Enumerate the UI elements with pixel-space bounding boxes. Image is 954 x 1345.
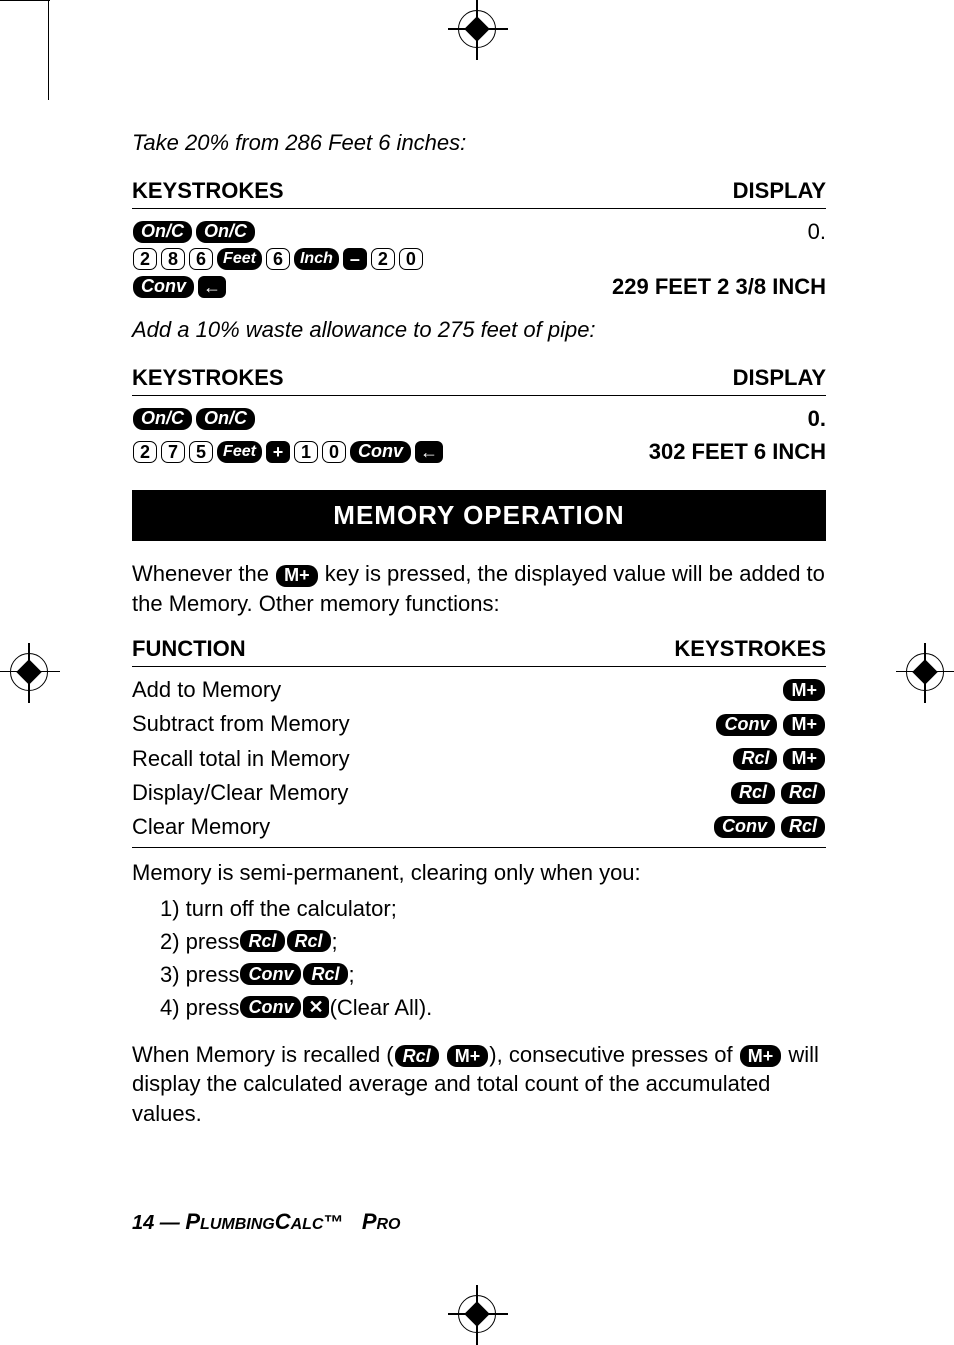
key-mplus: M+ (276, 565, 318, 587)
key-0: 0 (399, 248, 423, 270)
crop-mark-left (10, 653, 48, 691)
key-feet: Feet (217, 441, 262, 463)
key-conv: Conv (240, 963, 301, 985)
section-title: MEMORY OPERATION (132, 490, 826, 541)
key-rcl: Rcl (395, 1045, 439, 1067)
ex1-row1: On/C On/C 0. (132, 215, 826, 248)
key-rcl: Rcl (240, 930, 284, 952)
key-1: 1 (294, 441, 318, 463)
list-item-1: 1) turn off the calculator; (160, 892, 826, 925)
key-minus: – (343, 248, 367, 270)
display-value: 0. (808, 215, 826, 248)
key-inch: Inch (294, 248, 339, 270)
col-keystrokes: KEYSTROKES (132, 365, 284, 391)
page-footer: 14 — PLUMBINGCALC™ PRO (132, 1209, 401, 1235)
key-plus: + (266, 441, 290, 463)
example1-intro: Take 20% from 286 Feet 6 inches: (132, 130, 826, 156)
crop-mark-top (458, 10, 496, 48)
key-rcl: Rcl (303, 963, 347, 985)
key-conv: Conv (714, 816, 775, 838)
table-header: KEYSTROKES DISPLAY (132, 178, 826, 209)
key-onc: On/C (133, 221, 192, 243)
key-conv: Conv (716, 714, 777, 736)
key-x: ✕ (303, 996, 328, 1018)
clear-list: 1) turn off the calculator; 2) press Rcl… (160, 892, 826, 1024)
key-0: 0 (322, 441, 346, 463)
ex1-row3: Conv ← 229 FEET 2 3/8 INCH (132, 270, 826, 303)
list-item-3: 3) press Conv Rcl ; (160, 958, 826, 991)
key-rcl: Rcl (781, 816, 825, 838)
key-6: 6 (266, 248, 290, 270)
col-keystrokes: KEYSTROKES (132, 178, 284, 204)
key-8: 8 (161, 248, 185, 270)
crop-mark-right (906, 653, 944, 691)
key-mplus: M+ (740, 1045, 782, 1067)
key-mplus: M+ (783, 679, 825, 701)
key-conv: Conv (240, 996, 301, 1018)
key-rcl: Rcl (733, 748, 777, 770)
col-display: DISPLAY (733, 365, 826, 391)
example2-intro: Add a 10% waste allowance to 275 feet of… (132, 317, 826, 343)
key-conv: Conv (350, 441, 411, 463)
func-clear: Clear Memory Conv Rcl (132, 810, 826, 844)
page-content: Take 20% from 286 Feet 6 inches: KEYSTRO… (0, 0, 954, 1207)
key-rcl: Rcl (731, 782, 775, 804)
key-6: 6 (189, 248, 213, 270)
memory-semi-text: Memory is semi-permanent, clearing only … (132, 858, 826, 888)
display-value: 302 FEET 6 INCH (649, 435, 826, 468)
func-recall: Recall total in Memory Rcl M+ (132, 742, 826, 776)
ex2-row2: 2 7 5 Feet + 1 0 Conv ← 302 FEET 6 INCH (132, 435, 826, 468)
col-keystrokes: KEYSTROKES (674, 636, 826, 662)
key-onc: On/C (133, 408, 192, 430)
key-5: 5 (189, 441, 213, 463)
memory-intro: Whenever the M+ key is pressed, the disp… (132, 559, 826, 618)
crop-mark-bottom (458, 1295, 496, 1333)
key-rcl: Rcl (781, 782, 825, 804)
key-back: ← (198, 276, 226, 298)
crop-line (48, 0, 49, 100)
list-item-2: 2) press Rcl Rcl ; (160, 925, 826, 958)
key-mplus: M+ (447, 1045, 489, 1067)
ex2-row1: On/C On/C 0. (132, 402, 826, 435)
col-display: DISPLAY (733, 178, 826, 204)
list-item-4: 4) press Conv ✕ (Clear All). (160, 991, 826, 1024)
key-back: ← (415, 441, 443, 463)
display-value: 0. (808, 402, 826, 435)
func-display-clear: Display/Clear Memory Rcl Rcl (132, 776, 826, 810)
key-conv: Conv (133, 276, 194, 298)
key-feet: Feet (217, 248, 262, 270)
key-onc: On/C (196, 221, 255, 243)
table-header: KEYSTROKES DISPLAY (132, 365, 826, 396)
crop-line (0, 0, 50, 1)
key-mplus: M+ (783, 748, 825, 770)
key-onc: On/C (196, 408, 255, 430)
func-subtract: Subtract from Memory Conv M+ (132, 707, 826, 741)
key-2: 2 (133, 441, 157, 463)
key-mplus: M+ (783, 714, 825, 736)
col-function: FUNCTION (132, 636, 246, 662)
divider (132, 847, 826, 848)
key-2: 2 (133, 248, 157, 270)
key-rcl: Rcl (287, 930, 331, 952)
key-2: 2 (371, 248, 395, 270)
function-header: FUNCTION KEYSTROKES (132, 636, 826, 667)
display-value: 229 FEET 2 3/8 INCH (612, 270, 826, 303)
key-7: 7 (161, 441, 185, 463)
recall-paragraph: When Memory is recalled (Rcl M+), consec… (132, 1040, 826, 1129)
ex1-row2: 2 8 6 Feet 6 Inch – 2 0 (132, 248, 826, 270)
func-add: Add to Memory M+ (132, 673, 826, 707)
